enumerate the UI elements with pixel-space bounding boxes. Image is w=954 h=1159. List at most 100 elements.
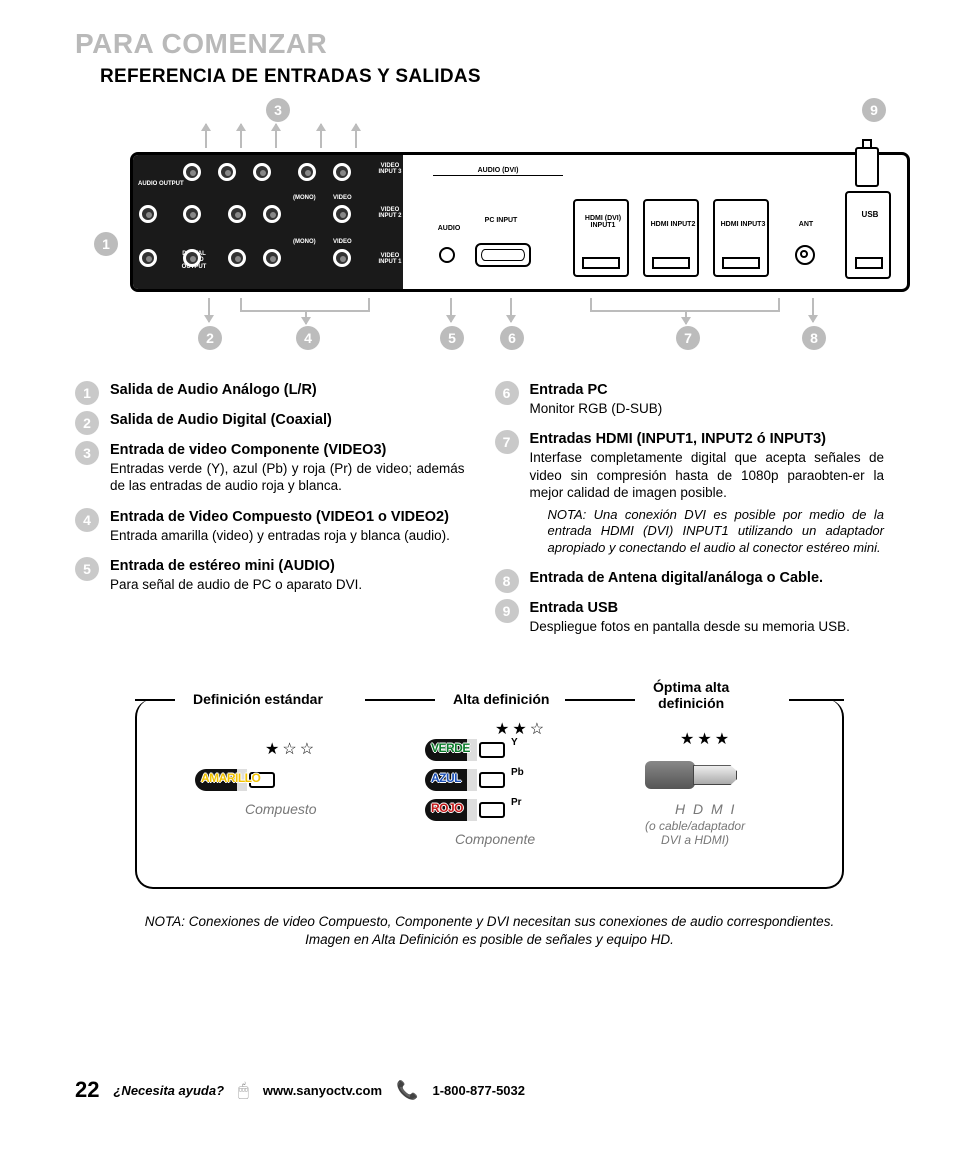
phone-icon: 📞 <box>396 1080 418 1101</box>
label-mono-1: (MONO) <box>293 239 316 245</box>
cable-hdmi <box>645 755 755 795</box>
jack-v2-r <box>228 205 246 223</box>
label-video-input-1: VIDEO INPUT 1 <box>377 253 403 266</box>
jack-y <box>183 163 201 181</box>
item-title: Entradas HDMI (INPUT1, INPUT2 ó INPUT3) <box>530 431 885 447</box>
plug-label-green: VERDE <box>431 741 470 755</box>
item-title: Salida de Audio Digital (Coaxial) <box>110 412 465 428</box>
item-4: 4 Entrada de Video Compuesto (VIDEO1 o V… <box>75 509 465 544</box>
item-title: Entrada de Video Compuesto (VIDEO1 o VID… <box>110 509 465 525</box>
label-usb: USB <box>847 211 893 219</box>
item-num: 5 <box>75 557 99 581</box>
label-std: Definición estándar <box>185 691 331 707</box>
callout-9: 9 <box>862 98 886 122</box>
plug-label-red: ROJO <box>431 801 463 815</box>
callout-4: 4 <box>296 326 320 350</box>
label-hdmi2: HDMI INPUT2 <box>645 221 701 228</box>
caption-hdmi: H D M I <box>675 801 736 817</box>
jack-v3-r <box>333 163 351 181</box>
callout-5: 5 <box>440 326 464 350</box>
item-title: Entrada de estéreo mini (AUDIO) <box>110 558 465 574</box>
jack-pb <box>218 163 236 181</box>
bottom-note: NOTA: Conexiones de video Compuesto, Com… <box>135 913 844 948</box>
help-phone: 1-800-877-5032 <box>432 1083 525 1098</box>
item-body: Despliegue fotos en pantalla desde su me… <box>530 618 885 635</box>
page-title: PARA COMENZAR <box>75 28 884 60</box>
slot-hdmi2 <box>652 257 690 269</box>
port-vga <box>475 243 531 267</box>
item-num: 1 <box>75 381 99 405</box>
caption-componente: Componente <box>455 831 535 847</box>
right-column: 6 Entrada PC Monitor RGB (D-SUB) 7 Entra… <box>495 382 885 649</box>
plug-sub-pb: Pb <box>511 767 524 778</box>
caption-compuesto: Compuesto <box>245 801 317 817</box>
jack-digital <box>183 249 201 267</box>
item-num: 3 <box>75 441 99 465</box>
left-column: 1 Salida de Audio Análogo (L/R) 2 Salida… <box>75 382 465 649</box>
callout-1: 1 <box>94 232 118 256</box>
item-8: 8 Entrada de Antena digital/análoga o Ca… <box>495 570 885 586</box>
mouse-icon: 🖱 <box>238 1080 249 1101</box>
item-1: 1 Salida de Audio Análogo (L/R) <box>75 382 465 398</box>
item-body: Entradas verde (Y), azul (Pb) y roja (Pr… <box>110 460 465 495</box>
cable-compuesto: AMARILLO <box>195 769 275 791</box>
caption-hdmi-sub: (o cable/adaptador DVI a HDMI) <box>645 819 745 848</box>
item-num: 7 <box>495 430 519 454</box>
label-hdmi1: HDMI (DVI) INPUT1 <box>575 215 631 230</box>
jack-v3-l <box>298 163 316 181</box>
label-video-input-2: VIDEO INPUT 2 <box>377 207 403 220</box>
item-note: NOTA: Una conexión DVI es posible por me… <box>548 507 885 556</box>
plug-label-yellow: AMARILLO <box>201 771 260 785</box>
label-mono-2: (MONO) <box>293 195 316 201</box>
item-num: 8 <box>495 569 519 593</box>
callout-8: 8 <box>802 326 826 350</box>
jack-v1-video <box>333 249 351 267</box>
stars-3: ★★★ <box>680 729 732 749</box>
item-title: Entrada PC <box>530 382 885 398</box>
jack-audio-mini <box>439 247 455 263</box>
item-6: 6 Entrada PC Monitor RGB (D-SUB) <box>495 382 885 417</box>
label-audio: AUDIO <box>433 225 465 232</box>
jack-pr <box>253 163 271 181</box>
item-body: Interfase completamente digital que acep… <box>530 449 885 501</box>
label-pc-input: PC INPUT <box>481 217 521 224</box>
port-usb: USB <box>845 191 891 279</box>
item-9: 9 Entrada USB Despliegue fotos en pantal… <box>495 600 885 635</box>
port-hdmi2: HDMI INPUT2 <box>643 199 699 277</box>
page-footer: 22 ¿Necesita ayuda? 🖱 www.sanyoctv.com 📞… <box>75 1077 525 1103</box>
rear-panel: VIDEO INPUT 3 VIDEO INPUT 2 VIDEO INPUT … <box>130 152 910 292</box>
section-title: REFERENCIA DE ENTRADAS Y SALIDAS <box>100 66 884 88</box>
item-7: 7 Entradas HDMI (INPUT1, INPUT2 ó INPUT3… <box>495 431 885 556</box>
help-url: www.sanyoctv.com <box>263 1083 382 1098</box>
jack-v1-l <box>263 249 281 267</box>
page-number: 22 <box>75 1077 99 1103</box>
item-num: 2 <box>75 411 99 435</box>
item-3: 3 Entrada de video Componente (VIDEO3) E… <box>75 442 465 495</box>
line-audio-dvi <box>433 175 563 176</box>
help-label: ¿Necesita ayuda? <box>113 1083 224 1098</box>
label-video-2: VIDEO <box>333 195 352 201</box>
item-num: 6 <box>495 381 519 405</box>
label-hd: Alta definición <box>445 691 557 707</box>
item-title: Entrada de Antena digital/análoga o Cabl… <box>530 570 885 586</box>
jack-v1-r <box>228 249 246 267</box>
item-5: 5 Entrada de estéreo mini (AUDIO) Para s… <box>75 558 465 593</box>
item-body: Para señal de audio de PC o aparato DVI. <box>110 576 465 593</box>
panel-left-black: VIDEO INPUT 3 VIDEO INPUT 2 VIDEO INPUT … <box>133 155 403 289</box>
stars-1: ★☆☆ <box>265 739 317 759</box>
descriptions: 1 Salida de Audio Análogo (L/R) 2 Salida… <box>75 382 884 649</box>
cable-azul: AZUL Pb <box>425 769 505 791</box>
port-hdmi3: HDMI INPUT3 <box>713 199 769 277</box>
callout-3: 3 <box>266 98 290 122</box>
plug-label-blue: AZUL <box>431 771 461 785</box>
port-hdmi1: HDMI (DVI) INPUT1 <box>573 199 629 277</box>
label-ant: ANT <box>793 221 819 228</box>
callout-6: 6 <box>500 326 524 350</box>
label-video-1: VIDEO <box>333 239 352 245</box>
callout-2: 2 <box>198 326 222 350</box>
label-audio-dvi: AUDIO (DVI) <box>463 167 533 174</box>
label-opt: Óptima alta definición <box>645 679 737 711</box>
item-num: 4 <box>75 508 99 532</box>
item-body: Entrada amarilla (video) y entradas roja… <box>110 527 465 544</box>
callout-7: 7 <box>676 326 700 350</box>
